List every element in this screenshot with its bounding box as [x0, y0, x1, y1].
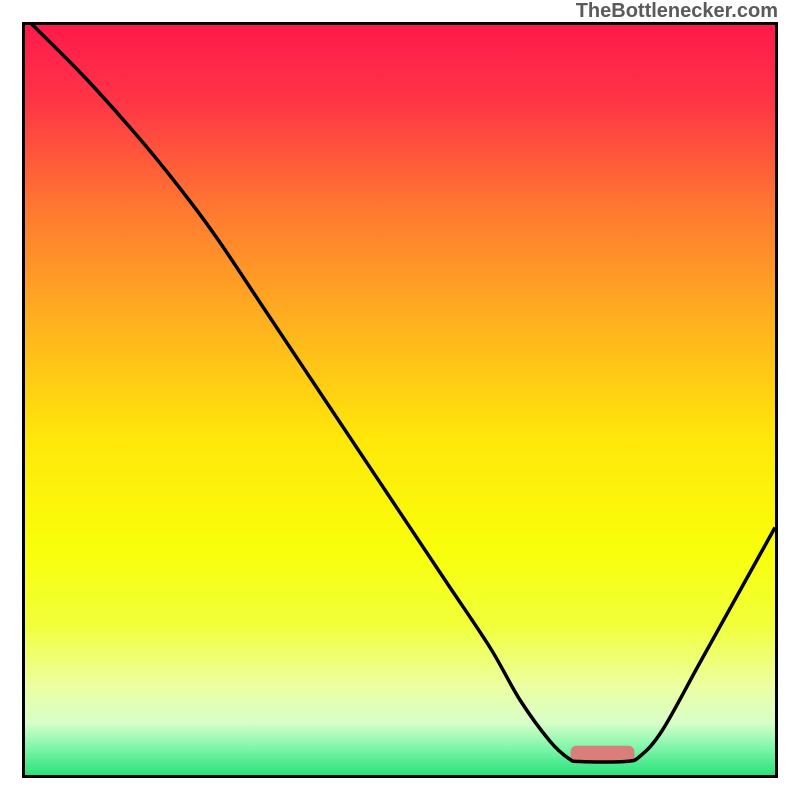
plot-area — [22, 22, 778, 778]
chart-container: TheBottlenecker.com — [0, 0, 800, 800]
watermark-text: TheBottlenecker.com — [576, 0, 778, 23]
bottleneck-curve — [25, 25, 775, 762]
curve-layer — [25, 25, 775, 775]
